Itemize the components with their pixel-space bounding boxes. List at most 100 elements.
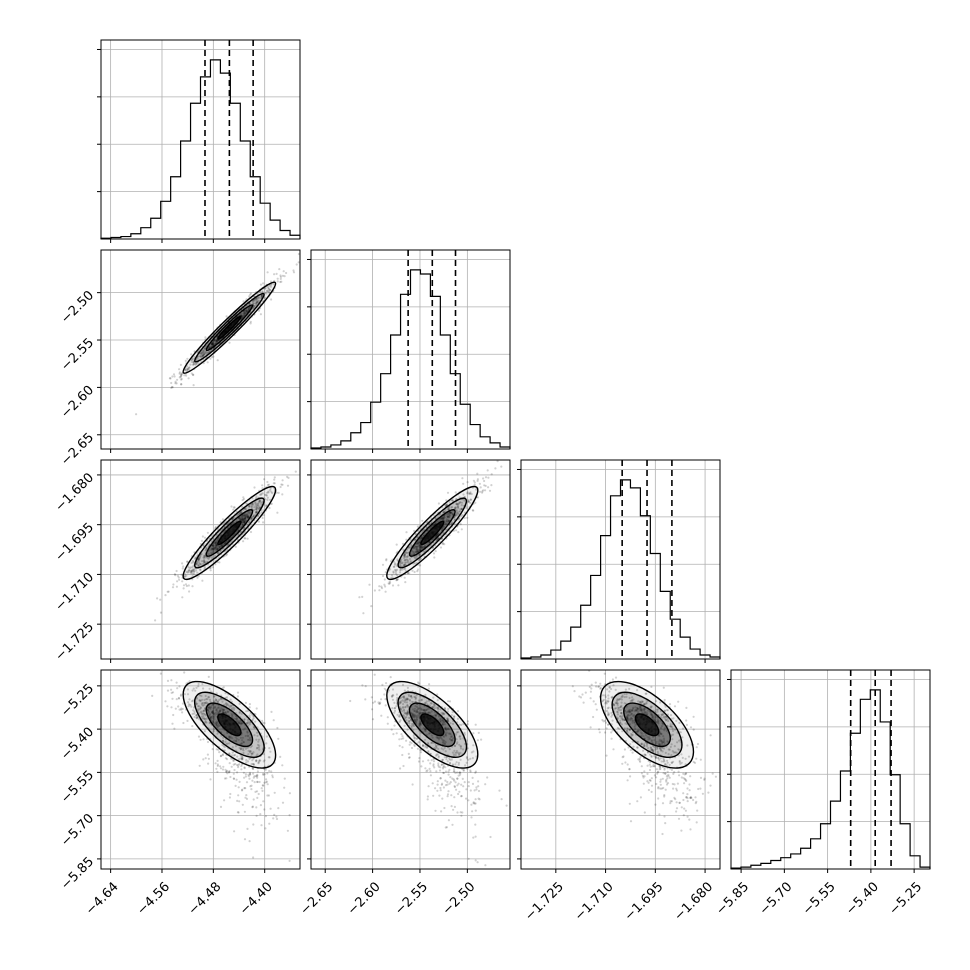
scatter-point — [477, 789, 481, 793]
scatter-point — [243, 810, 246, 813]
scatter-point — [447, 819, 450, 822]
scatter-point — [243, 312, 246, 315]
scatter-point — [243, 517, 246, 520]
scatter-point — [206, 351, 210, 354]
scatter-point — [416, 568, 420, 571]
scatter-point — [286, 484, 290, 487]
scatter-point — [232, 508, 235, 511]
scatter-point — [476, 472, 479, 475]
contour-level-3 — [217, 315, 242, 340]
scatter-point — [467, 492, 471, 495]
scatter-point — [221, 544, 224, 547]
scatter-point — [685, 706, 688, 710]
scatter-point — [237, 517, 241, 520]
axes-frame — [100, 39, 301, 240]
scatter-point — [450, 805, 453, 808]
scatter-point — [199, 738, 202, 741]
scatter-point — [434, 809, 437, 812]
scatter-point — [180, 372, 183, 375]
scatter-point — [249, 320, 252, 323]
scatter-point — [373, 700, 377, 703]
scatter-point — [241, 515, 244, 519]
scatter-point — [231, 518, 234, 521]
scatter-point — [241, 524, 244, 527]
scatter-point — [202, 758, 205, 761]
scatter-point — [208, 346, 211, 349]
scatter-point — [425, 521, 428, 524]
scatter-point — [242, 496, 245, 499]
scatter-point — [244, 507, 247, 511]
scatter-point — [448, 529, 451, 533]
scatter-point — [202, 353, 205, 356]
scatter-point — [240, 517, 243, 520]
histogram-p2 — [520, 479, 721, 659]
scatter-point — [211, 534, 214, 537]
scatter-point — [257, 520, 260, 523]
scatter-point — [443, 516, 446, 519]
scatter-point — [598, 731, 601, 734]
scatter-point — [610, 731, 613, 734]
scatter-point — [202, 353, 205, 356]
scatter-point — [450, 511, 453, 514]
scatter-point — [294, 470, 297, 473]
scatter-point — [243, 514, 246, 517]
scatter-point — [272, 719, 275, 722]
scatter-point — [400, 733, 403, 736]
scatter-point — [241, 519, 244, 522]
scatter-point — [266, 772, 269, 775]
scatter-point — [446, 795, 449, 798]
scatter-point — [420, 545, 423, 549]
scatter-point — [206, 361, 209, 364]
scatter-point — [181, 580, 184, 583]
scatter-point — [254, 508, 258, 511]
scatter-point — [214, 541, 217, 544]
scatter-point — [270, 710, 273, 714]
scatter-point — [195, 569, 198, 572]
scatter-point — [237, 811, 240, 814]
scatter-point — [405, 558, 408, 561]
scatter-point — [259, 493, 262, 496]
scatter-point — [210, 547, 213, 550]
scatter-point — [213, 339, 216, 342]
scatter-point — [214, 546, 217, 549]
scatter-point — [418, 545, 421, 548]
scatter-point — [396, 574, 399, 577]
scatter-point — [432, 760, 436, 763]
y-tick-label: −1.680 — [52, 470, 97, 515]
scatter-point — [253, 775, 256, 778]
scatter-point — [266, 794, 269, 797]
scatter-point — [469, 492, 472, 495]
scatter-point — [441, 527, 444, 530]
histogram-panel-p1 — [307, 249, 511, 453]
scatter-point — [228, 762, 231, 765]
scatter-point — [439, 777, 442, 780]
scatter-point — [197, 558, 200, 561]
scatter-point — [206, 556, 209, 560]
scatter-point — [423, 545, 426, 548]
scatter-point — [180, 373, 183, 377]
scatter-point — [489, 835, 492, 839]
scatter-point — [416, 747, 419, 750]
scatter-point — [207, 347, 210, 350]
scatter-point — [180, 573, 183, 576]
scatter-point — [429, 770, 432, 773]
scatter-point — [241, 803, 244, 806]
scatter-point — [426, 795, 429, 798]
scatter-point — [159, 672, 162, 675]
scatter-point — [457, 792, 460, 796]
scatter-point — [476, 478, 479, 481]
scatter-point — [244, 517, 247, 520]
scatter-point — [254, 298, 257, 301]
scatter-point — [392, 733, 395, 736]
scatter-point — [584, 691, 587, 694]
scatter-point — [487, 476, 490, 479]
scatter-point — [500, 798, 503, 801]
scatter-point — [378, 589, 381, 592]
scatter-point — [279, 274, 282, 277]
scatter-point — [243, 776, 246, 779]
scatter-point — [383, 693, 386, 696]
scatter-point — [265, 292, 268, 295]
scatter-point — [465, 506, 468, 510]
scatter-point — [419, 751, 423, 754]
scatter-point — [469, 789, 472, 792]
